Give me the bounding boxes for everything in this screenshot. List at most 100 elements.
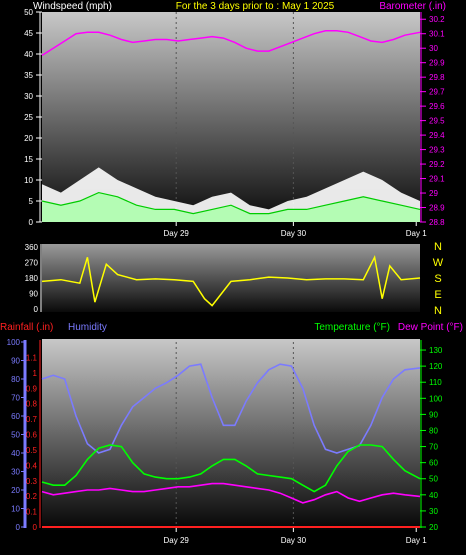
temperature-tick-label: 100 [429, 394, 443, 403]
temperature-tick-label: 90 [429, 410, 438, 419]
rainfall-y-axis: 0 0.1 0.2 0.3 0.4 0.5 0.6 0.7 0.8 0.9 1 1.1 [26, 340, 41, 532]
temperature-tick-label: 110 [429, 378, 442, 387]
compass-label: E [434, 289, 441, 301]
windspeed-label: Windspeed (mph) [33, 1, 112, 12]
rainfall-tick-label: 1.1 [26, 353, 38, 362]
baro-tick-label: 28.9 [429, 204, 445, 213]
direction-tick-label: 270 [25, 259, 39, 268]
wind-tick-label: 45 [24, 29, 33, 38]
wind-tick-label: 0 [29, 218, 34, 227]
day-label: Day 30 [281, 536, 307, 545]
temperature-tick-label: 60 [429, 459, 438, 468]
temperature-tick-label: 120 [429, 362, 443, 371]
wind-tick-label: 15 [24, 155, 33, 164]
rainfall-tick-label: 1 [33, 369, 38, 378]
rainfall-tick-label: 0.4 [26, 461, 38, 470]
wind-tick-label: 10 [24, 176, 33, 185]
wind-tick-label: 50 [24, 8, 33, 17]
humidity-y-axis: 0 10 20 30 40 50 60 70 80 90 100 [7, 338, 27, 532]
wind-tick-label: 30 [24, 92, 33, 101]
day-label: Day 1 [406, 229, 427, 238]
temperature-label: Temperature (°F) [314, 322, 390, 333]
direction-tick-label: 180 [25, 274, 39, 283]
compass-label: W [433, 257, 444, 269]
temperature-tick-label: 30 [429, 507, 438, 516]
baro-tick-label: 28.8 [429, 218, 445, 227]
wind-tick-label: 20 [24, 134, 33, 143]
baro-tick-label: 29 [429, 189, 438, 198]
rainfall-tick-label: 0.3 [26, 477, 38, 486]
baro-tick-label: 29.3 [429, 146, 445, 155]
barometer-y-axis: 28.8 28.9 29 29.1 29.2 29.3 29.4 29.5 29.6 29.7 29… [420, 12, 445, 227]
humidity-tick-label: 60 [11, 412, 20, 421]
humidity-tick-label: 100 [7, 338, 21, 347]
baro-tick-label: 29.6 [429, 102, 445, 111]
rainfall-label: Rainfall (.in) [0, 322, 53, 333]
humidity-tick-label: 30 [11, 468, 20, 477]
temperature-y-axis: 20 30 40 50 60 70 80 90 100 110 120 130 [420, 340, 443, 532]
direction-tick-label: 0 [34, 305, 39, 314]
temperature-tick-label: 20 [429, 523, 438, 532]
direction-y-axis: 0 90 180 270 360 [25, 243, 42, 314]
day-label: Day 29 [164, 229, 190, 238]
temperature-tick-label: 50 [429, 475, 438, 484]
rainfall-tick-label: 0.7 [26, 415, 38, 424]
rainfall-tick-label: 0.5 [26, 446, 38, 455]
wind-average-area [42, 192, 420, 222]
compass-label: N [434, 241, 442, 253]
baro-tick-label: 30.1 [429, 30, 445, 39]
wind-series [41, 12, 421, 222]
rainfall-tick-label: 0 [33, 523, 38, 532]
direction-series [41, 254, 421, 307]
baro-tick-label: 29.1 [429, 175, 445, 184]
direction-tick-label: 360 [25, 243, 39, 252]
compass-label: S [434, 273, 441, 285]
barometer-label: Barometer (.in) [379, 1, 446, 12]
baro-tick-label: 29.5 [429, 117, 445, 126]
direction-plot-area [42, 244, 420, 312]
rainfall-tick-label: 0.2 [26, 492, 38, 501]
rainfall-tick-label: 0.9 [26, 384, 38, 393]
humidity-tick-label: 70 [11, 394, 20, 403]
baro-tick-label: 29.4 [429, 131, 445, 140]
compass-label: N [434, 305, 442, 317]
humidity-tick-label: 10 [11, 505, 20, 514]
wind-direction-line [41, 254, 421, 307]
wind-average-line [41, 191, 421, 215]
day-label: Day 29 [164, 536, 190, 545]
direction-tick-label: 90 [29, 290, 38, 299]
barometer-series [41, 30, 421, 57]
lower-series [41, 342, 421, 528]
baro-tick-label: 29.9 [429, 59, 445, 68]
baro-tick-label: 30 [429, 44, 438, 53]
wind-tick-label: 40 [24, 50, 33, 59]
day-label: Day 1 [406, 536, 427, 545]
top-x-axis: Day 29 Day 30 Day 1 [164, 222, 427, 238]
baro-tick-label: 30.2 [429, 15, 445, 24]
chart-title: For the 3 days prior to : May 1 2025 [176, 1, 335, 12]
humidity-tick-label: 20 [11, 486, 20, 495]
wind-y-axis: 0 5 10 15 20 25 30 35 40 45 50 [24, 8, 42, 227]
wind-tick-label: 25 [24, 113, 33, 122]
humidity-tick-label: 40 [11, 449, 20, 458]
baro-tick-label: 29.7 [429, 88, 445, 97]
temperature-tick-label: 70 [429, 443, 438, 452]
lower-plot-area [42, 339, 420, 530]
baro-tick-label: 29.2 [429, 160, 445, 169]
wind-tick-label: 35 [24, 71, 33, 80]
temperature-tick-label: 130 [429, 346, 443, 355]
humidity-tick-label: 0 [16, 523, 21, 532]
baro-tick-label: 29.8 [429, 73, 445, 82]
wind-tick-label: 5 [29, 197, 34, 206]
day-label: Day 30 [281, 229, 307, 238]
dewpoint-line [41, 482, 421, 504]
rainfall-tick-label: 0.6 [26, 431, 38, 440]
bottom-x-axis: Day 29 Day 30 Day 1 [164, 528, 427, 545]
humidity-tick-label: 80 [11, 375, 20, 384]
humidity-tick-label: 50 [11, 431, 20, 440]
humidity-tick-label: 90 [11, 357, 20, 366]
temperature-tick-label: 80 [429, 426, 438, 435]
barometer-line [41, 30, 421, 57]
